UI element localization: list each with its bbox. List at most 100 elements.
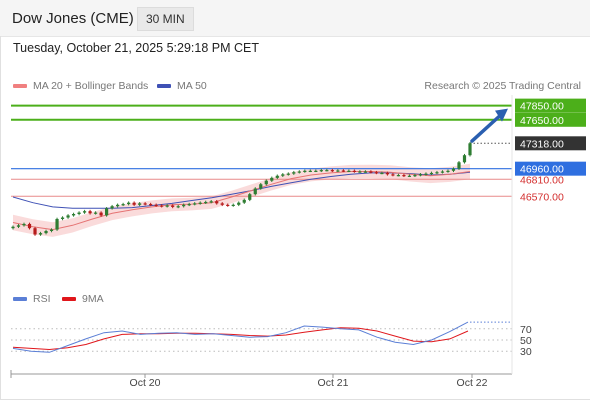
candle-body [154,204,158,206]
resistance-tag [515,112,586,127]
rsi-tick-label: 30 [520,346,532,358]
candle-body [143,203,147,205]
candle-body [160,205,164,207]
legend-ma20-label: MA 20 + Bollinger Bands [33,80,149,92]
candle-body [314,170,318,172]
candle-body [468,143,472,156]
candle-body [341,170,345,172]
legend-ma20: MA 20 + Bollinger Bands [13,80,148,92]
candle-body [391,174,395,176]
candle-body [127,202,131,205]
candle-body [330,170,334,172]
candle-body [22,223,26,226]
candle-body [16,225,21,227]
candle-body [380,172,384,175]
candle-body [286,173,290,175]
candle-body [66,215,70,218]
candle-body [193,203,197,205]
candle-body [105,208,109,216]
candle-body [253,188,257,195]
x-tick-label: Oct 20 [130,377,161,389]
candle-body [352,170,356,172]
candle-body [451,168,456,171]
candle-body [418,174,423,176]
candle-body [204,201,208,204]
candle-body [49,229,54,231]
candle-body [325,170,329,172]
candle-body [27,223,32,229]
rsi-tick-label: 50 [520,335,532,347]
resistance-value: 47850.00 [520,101,564,113]
candle-body [270,177,274,181]
support-value: 46810.00 [520,174,564,186]
candle-body [457,162,461,169]
candle-body [121,204,125,206]
x-tick-label: Oct 21 [318,377,349,389]
candle-body [363,171,367,173]
candle-body [138,203,142,205]
candle-body [71,214,76,216]
candle-body [93,212,98,214]
candle-body [396,175,401,177]
candle-body [374,172,378,174]
resistance-value: 47650.00 [520,115,564,127]
candle-body [11,226,15,229]
candle-body [231,204,235,206]
candle-body [446,170,450,172]
rsi-swatch [13,297,27,302]
candle-body [385,172,390,175]
candle-body [281,174,285,176]
last-price-value: 47318.00 [520,138,564,150]
candle-body [275,175,279,178]
candle-body [77,212,81,214]
timeframe-button[interactable]: 30 MIN [137,7,194,31]
candle-body [336,170,340,172]
candle-body [99,212,103,216]
candle-body [33,228,37,235]
candle-body [413,175,417,177]
ma50-swatch [157,84,171,89]
bollinger-band [13,163,470,237]
pivot-tag [515,161,586,176]
candle-body [259,184,263,189]
candle-body [347,170,351,172]
candle-body [319,170,323,172]
projection-arrow-head [495,108,508,122]
candle-body [182,204,186,207]
candle-body [209,201,213,203]
candle-body [226,204,230,206]
candle-body [292,172,296,174]
ma20-swatch [13,84,27,89]
legend-ma50-label: MA 50 [177,80,207,92]
legend-ma50: MA 50 [157,80,207,92]
last-price-tag [515,136,586,151]
candle-body [171,205,175,207]
candle-body [132,202,136,205]
legend-rsi: RSI [13,293,51,305]
candle-body [297,171,301,173]
chart-header-bar: Dow Jones (CME) 30 MIN [0,0,590,37]
candle-body [237,202,241,205]
support-value: 46570.00 [520,191,564,203]
candle-body [303,170,307,172]
candle-body [242,199,246,203]
legend-rsi-ma: 9MA [62,293,104,305]
candle-body [424,173,428,175]
rsi-line [12,321,469,353]
candle-body [82,211,87,213]
legend-rsi-ma-label: 9MA [82,293,104,305]
candle-body [55,218,59,230]
legend-rsi-label: RSI [33,293,51,305]
candle-body [116,204,120,207]
candle-body [198,202,202,204]
candle-body [248,194,252,200]
candle-body [358,171,362,173]
resistance-tag [515,98,586,113]
candle-body [149,204,153,206]
candle-body [308,170,312,172]
candle-body [187,204,191,206]
candle-body [435,172,439,174]
candle-body [402,175,406,177]
candle-body [407,175,412,177]
